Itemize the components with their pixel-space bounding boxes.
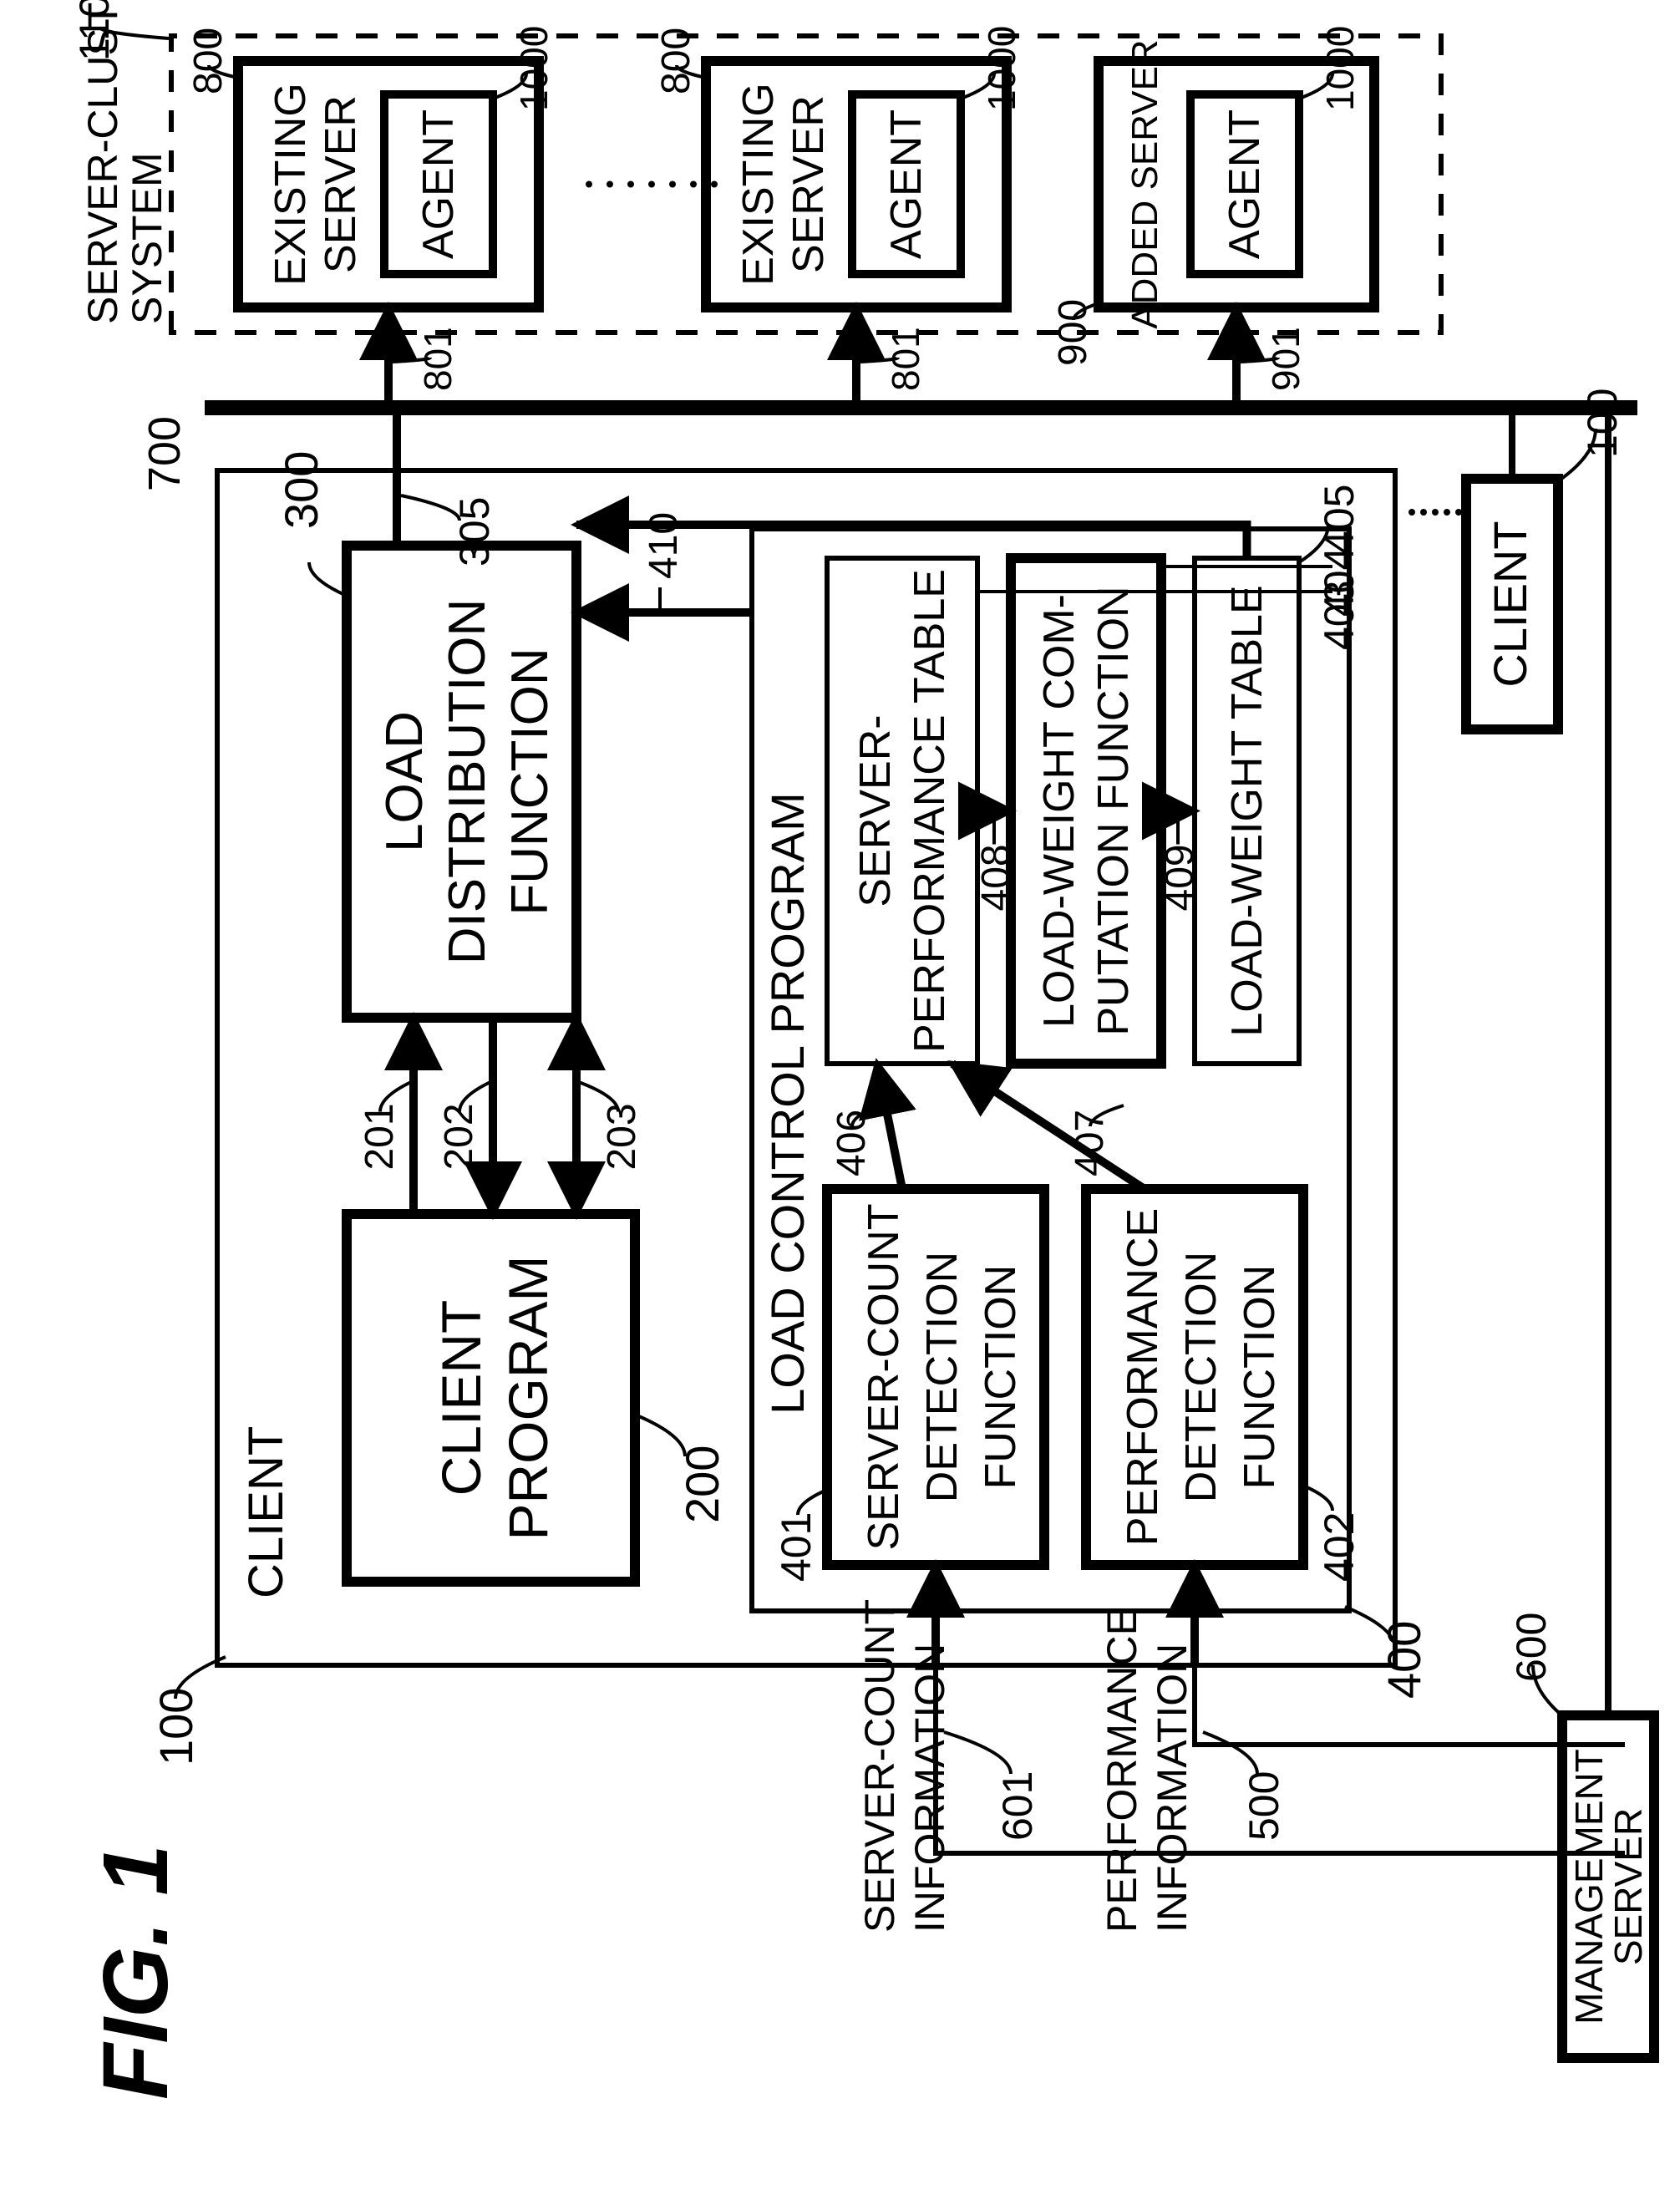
added-ref-1000: 1000 <box>1318 26 1362 111</box>
spt-l2: PERFORMANCE TABLE <box>906 569 954 1053</box>
perf-info-l2: INFORMATION <box>1149 1644 1195 1933</box>
ref-200: 200 <box>676 1445 728 1523</box>
figure-stage: FIG. 1CLIENT100CLIENTPROGRAM200LOADDISTR… <box>0 0 1680 2200</box>
ref-700: 700 <box>140 416 190 491</box>
lwc-l1: LOAD-WEIGHT COM- <box>1035 594 1084 1028</box>
existing-server-2-ref-1000: 1000 <box>980 26 1023 111</box>
lwt-l: LOAD-WEIGHT TABLE <box>1223 585 1271 1036</box>
ref-410: 410 <box>642 512 686 579</box>
ref-402: 402 <box>1316 1512 1363 1582</box>
scount-info-l2: INFORMATION <box>906 1644 953 1933</box>
spt-l1: SERVER- <box>851 714 900 907</box>
load-weight-computation-box <box>1011 558 1161 1064</box>
cluster-l2: SYSTEM <box>124 152 170 324</box>
load-dist-l1: LOAD <box>376 711 434 852</box>
perf-info-l1: PERFORMANCE <box>1099 1608 1145 1933</box>
ref-600: 600 <box>1508 1613 1555 1682</box>
ref-408: 408 <box>974 844 1018 911</box>
diagram-svg: FIG. 1CLIENT100CLIENTPROGRAM200LOADDISTR… <box>0 0 1680 2200</box>
pdf-l2: DETECTION <box>1177 1252 1226 1502</box>
ref-201: 201 <box>358 1103 402 1170</box>
ref-305: 305 <box>451 497 498 567</box>
added-server-agent-label: AGENT <box>1221 109 1269 259</box>
client-label: CLIENT <box>239 1426 293 1598</box>
scd-l1: SERVER-COUNT <box>860 1203 908 1550</box>
mgmt-l2: SERVER <box>1606 1808 1650 1965</box>
client-program-label-1: CLIENT <box>430 1300 492 1496</box>
svg-text:SERVER: SERVER <box>784 95 833 273</box>
svg-text:EXISTING: EXISTING <box>266 83 315 286</box>
mgmt-l1: MANAGEMENT <box>1567 1749 1611 2025</box>
ref-409: 409 <box>1158 844 1202 911</box>
ref-202: 202 <box>437 1103 481 1170</box>
lcp-title: LOAD CONTROL PROGRAM <box>761 792 814 1415</box>
figure-title: FIG. 1 <box>84 1844 187 2100</box>
ref-203: 203 <box>600 1103 644 1170</box>
load-dist-l2: DISTRIBUTION <box>439 599 496 964</box>
svg-text:EXISTING: EXISTING <box>734 83 783 286</box>
added-server-label: ADDED SERVER <box>1124 39 1165 328</box>
ref-800: 800 <box>654 28 698 94</box>
existing-server-1-agent-label: AGENT <box>414 109 463 259</box>
scd-l2: DETECTION <box>918 1252 967 1502</box>
client-2-label: CLIENT <box>1484 521 1536 687</box>
ref-100: 100 <box>150 1688 202 1766</box>
load-dist-l3: FUNCTION <box>501 648 559 915</box>
ref-601: 601 <box>994 1771 1041 1841</box>
ref-100b: 100 <box>1579 389 1626 458</box>
existing-server-1-ref-1000: 1000 <box>512 26 556 111</box>
ref-800: 800 <box>186 28 231 94</box>
ref-406: 406 <box>830 1110 874 1176</box>
pdf-l3: FUNCTION <box>1236 1265 1284 1490</box>
server-performance-table-box <box>827 558 977 1064</box>
ref-500: 500 <box>1241 1771 1287 1841</box>
lwc-l2: PUTATION FUNCTION <box>1089 586 1138 1035</box>
ref-300: 300 <box>275 451 327 529</box>
scount-info-l1: SERVER-COUNT <box>856 1599 903 1933</box>
client-program-label-2: PROGRAM <box>497 1255 559 1540</box>
scd-l3: FUNCTION <box>977 1265 1025 1490</box>
ref-404: 404 <box>1316 547 1363 617</box>
pdf-l1: PERFORMANCE <box>1119 1208 1167 1546</box>
existing-server-2-agent-label: AGENT <box>882 109 931 259</box>
ref-900: 900 <box>1051 299 1095 366</box>
svg-text:SERVER: SERVER <box>317 95 365 273</box>
ref-407: 407 <box>1068 1110 1112 1176</box>
ref-401: 401 <box>773 1512 820 1582</box>
